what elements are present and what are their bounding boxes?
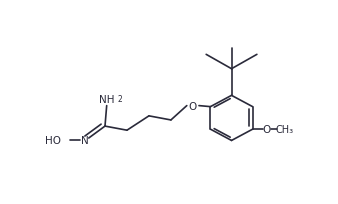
Text: HO: HO: [45, 136, 61, 146]
Text: CH₃: CH₃: [276, 125, 294, 134]
Text: O: O: [262, 125, 270, 134]
Text: NH: NH: [99, 95, 115, 105]
Text: N: N: [81, 136, 89, 146]
Text: 2: 2: [118, 94, 123, 103]
Text: O: O: [189, 101, 197, 111]
